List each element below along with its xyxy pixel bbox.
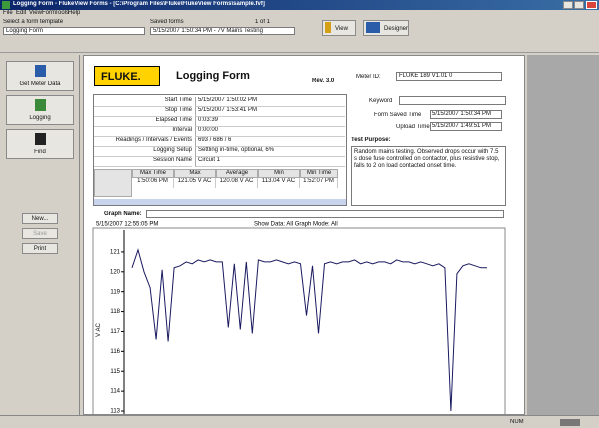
chart-frame xyxy=(92,227,506,414)
stats-cell: 113.04 V AC xyxy=(258,178,300,188)
meter-id-field[interactable]: FLUKE 189 V1.01 0 xyxy=(396,72,502,81)
upload-field: 5/15/2007 1:49:51 PM xyxy=(430,122,502,131)
info-label: Readings / Intervals / Events xyxy=(94,137,192,147)
chart: 5/15/2007 12:55:05 PM Show Data: All Gra… xyxy=(92,222,506,415)
info-value: 0:00:00 xyxy=(195,127,345,137)
form-area: FLUKE. Logging Form Rev. 3.0 Meter ID: F… xyxy=(83,55,525,415)
y-tick-label: 120 xyxy=(110,269,121,275)
stats-header: Average xyxy=(216,169,258,178)
nav-icon xyxy=(35,133,46,145)
y-tick-label: 116 xyxy=(110,349,120,355)
nav-button[interactable]: Get Meter Data xyxy=(6,61,74,91)
nav-button[interactable]: Find xyxy=(6,129,74,159)
info-label: Elapsed Time xyxy=(94,117,192,127)
title-bar: Logging Form - FlukeView Forms - [C:\Pro… xyxy=(0,0,599,10)
window-title: Logging Form - FlukeView Forms - [C:\Pro… xyxy=(13,1,265,7)
saved-count: 1 of 1 xyxy=(255,19,271,25)
action-button[interactable]: Save xyxy=(22,228,58,239)
y-tick-label: 115 xyxy=(110,369,120,375)
graph-name-field[interactable] xyxy=(146,210,504,218)
y-tick-label: 119 xyxy=(110,289,120,295)
info-value: 5/15/2007 1:53:41 PM xyxy=(195,107,345,117)
y-tick-label: 114 xyxy=(110,389,120,395)
nav-label: Logging xyxy=(29,115,51,121)
nav-label: Find xyxy=(34,149,46,155)
minimize-button[interactable] xyxy=(563,1,573,9)
meter-id-label: Meter ID: xyxy=(356,74,381,80)
y-tick-label: 121 xyxy=(110,249,121,255)
delete-icon[interactable] xyxy=(302,21,312,35)
toolbar: Select a form template Logging Form Save… xyxy=(0,17,599,53)
form-saved-label: Form Saved Time xyxy=(374,112,422,118)
stats-cell: 1:52:07 PM xyxy=(300,178,338,188)
info-table: Start Time 5/15/2007 1:50:02 PM Stop Time 5… xyxy=(93,94,347,206)
right-panel xyxy=(527,55,599,415)
designer-icon xyxy=(366,22,380,33)
menu-item[interactable]: File xyxy=(3,10,13,16)
info-label: Start Time xyxy=(94,97,192,107)
info-value: Circuit 1 xyxy=(195,157,345,167)
scrollbar xyxy=(94,199,346,205)
info-value: 5/15/2007 1:50:02 PM xyxy=(195,97,345,107)
purpose-label: Test Purpose: xyxy=(351,137,391,143)
y-tick-label: 117 xyxy=(110,329,120,335)
stats-cell: 121.05 V AC xyxy=(174,178,216,188)
maximize-button[interactable] xyxy=(574,1,584,9)
sidebar: Get Meter Data Logging Find New... Save Print xyxy=(0,55,80,415)
nav-icon xyxy=(35,65,46,77)
status-bar: NUM xyxy=(0,415,599,428)
nav-button[interactable]: Logging xyxy=(6,95,74,125)
menu-item[interactable]: Form xyxy=(42,10,56,16)
stats-cell: 1:50:06 PM xyxy=(132,178,174,188)
menu-item[interactable]: Edit xyxy=(16,10,27,16)
close-button[interactable] xyxy=(586,1,597,9)
nav-icon xyxy=(35,99,46,111)
chart-subtitle: Show Data: All Graph Mode: All xyxy=(254,222,338,228)
info-value: Settling in-time, optional, 6% xyxy=(195,147,345,157)
purpose-field[interactable]: Random mains testing. Observed drops occ… xyxy=(351,146,506,206)
action-button[interactable]: Print xyxy=(22,243,58,254)
view-icon xyxy=(325,22,331,33)
stats-cell: 120.08 V AC xyxy=(216,178,258,188)
info-label: Interval xyxy=(94,127,192,137)
nav-label: Get Meter Data xyxy=(19,81,61,87)
info-value: 693 / 686 / 6 xyxy=(195,137,345,147)
saved-label: Saved forms xyxy=(150,19,184,25)
keyword-select[interactable] xyxy=(399,96,506,105)
template-label: Select a form template xyxy=(3,19,64,25)
graph-name-label: Graph Name: xyxy=(104,211,142,217)
info-label: Logging Setup xyxy=(94,147,192,157)
app-icon xyxy=(2,1,10,9)
template-select[interactable]: Logging Form xyxy=(3,27,145,35)
keyword-label: Keyword xyxy=(369,98,393,104)
saved-select[interactable]: 5/15/2007 1:50:34 PM - 7V Mains Testing xyxy=(150,27,295,35)
y-axis-label: V AC xyxy=(96,323,102,337)
menu-item[interactable]: Help xyxy=(68,10,81,16)
stats-corner xyxy=(94,169,132,197)
chart-annotation: 5/15/2007 12:55:05 PM xyxy=(96,222,158,228)
menu-item[interactable]: View xyxy=(29,10,42,16)
fluke-logo: FLUKE. xyxy=(94,66,160,86)
y-tick-label: 113 xyxy=(110,409,120,415)
form-rev: Rev. 3.0 xyxy=(312,78,335,84)
form-saved-field: 5/15/2007 1:50:34 PM xyxy=(430,110,502,119)
info-label: Stop Time xyxy=(94,107,192,117)
form-title: Logging Form xyxy=(176,70,250,82)
stats-header: Max xyxy=(174,169,216,178)
info-value: 0:03:39 xyxy=(195,117,345,127)
action-button[interactable]: New... xyxy=(22,213,58,224)
stats-header: Min Time xyxy=(300,169,338,178)
menu-item[interactable]: Tools xyxy=(55,10,70,16)
status-indicator: NUM xyxy=(510,419,524,425)
stats-header: Min xyxy=(258,169,300,178)
info-label: Session Name xyxy=(94,157,192,167)
data-line xyxy=(131,248,487,412)
status-icon xyxy=(560,419,580,426)
y-tick-label: 118 xyxy=(110,309,120,315)
stats-header: Max Time xyxy=(132,169,174,178)
menu-bar: File Edit View Form Tools Help xyxy=(0,10,599,17)
upload-label: Upload Time xyxy=(396,124,430,130)
